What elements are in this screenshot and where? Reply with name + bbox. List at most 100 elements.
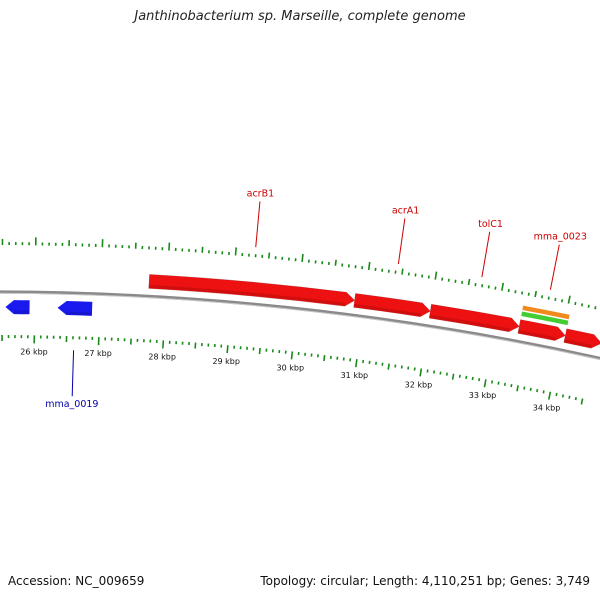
topology-label: Topology: <box>260 574 317 588</box>
gene-label-leader <box>481 231 491 278</box>
outer-tick <box>567 295 571 304</box>
scale-tick-label: 34 kbp <box>533 403 561 412</box>
gene-shading <box>429 314 510 332</box>
gene-label: acrA1 <box>392 205 420 216</box>
gene-label-leader <box>255 201 261 248</box>
inner-tick <box>555 392 558 397</box>
inner-tick <box>503 382 507 386</box>
inner-tick <box>323 355 326 362</box>
outer-tick <box>487 285 490 289</box>
genome-backbone <box>0 290 600 361</box>
outer-tick <box>501 282 505 291</box>
gene-arrow <box>5 300 30 315</box>
inner-tick <box>290 351 294 360</box>
inner-tick <box>419 368 423 377</box>
inner-tick <box>258 348 261 355</box>
outer-tick <box>507 288 510 293</box>
topology-value: circular <box>320 574 365 588</box>
outer-tick <box>301 253 304 263</box>
gene-label: acrB1 <box>247 188 275 199</box>
inner-tick <box>516 385 519 392</box>
inner-tick <box>483 379 487 388</box>
gene-arrow <box>517 319 566 341</box>
outer-tick <box>434 271 438 280</box>
genes-count: 3,749 <box>555 574 590 588</box>
inner-tick <box>523 386 526 390</box>
outer-tick <box>521 291 524 295</box>
gene-label: tolC1 <box>478 219 503 230</box>
backbone-line <box>0 290 600 360</box>
feature-track <box>521 305 570 326</box>
backbone-highlight <box>0 292 600 361</box>
gene-arrow <box>148 274 356 307</box>
outer-tick <box>554 297 557 302</box>
outer-tick <box>467 278 471 286</box>
scale-tick-label: 29 kbp <box>212 357 240 366</box>
gene-shading <box>353 303 421 317</box>
inner-tick <box>510 383 513 388</box>
gene-shading <box>148 284 346 306</box>
gene-arrow <box>57 301 93 316</box>
accession-info: Accession: NC_009659 <box>8 574 144 588</box>
inner-tick <box>355 359 358 368</box>
outer-tick <box>574 301 577 306</box>
inner-tick <box>478 378 481 382</box>
gene-label-leader <box>71 350 75 397</box>
inner-tick <box>471 376 474 381</box>
scale-tick-label: 26 kbp <box>20 347 48 356</box>
inner-tick <box>574 396 577 401</box>
outer-tick <box>514 290 517 294</box>
inner-tick <box>458 374 461 378</box>
gene-arrow <box>563 328 600 349</box>
feature-band <box>522 305 570 320</box>
outer-tick <box>401 268 404 275</box>
outer-tick <box>527 292 530 296</box>
length-label: Length: <box>372 574 419 588</box>
inner-tick <box>568 395 571 399</box>
scale-tick-label: 32 kbp <box>405 380 433 389</box>
outer-tick <box>267 252 271 259</box>
gene-shading <box>66 311 92 316</box>
outer-tick <box>580 303 584 307</box>
inner-tick <box>497 381 500 385</box>
scale-tick-label: 30 kbp <box>277 363 305 372</box>
gene-label: mma_0019 <box>45 399 98 410</box>
gene-arrow <box>353 293 431 318</box>
outer-tick <box>481 284 484 288</box>
inner-tick <box>387 363 390 370</box>
inner-tick <box>451 373 455 380</box>
outer-tick <box>534 290 538 298</box>
feature-band <box>521 311 569 326</box>
inner-tick <box>561 394 565 398</box>
genes-label: Genes: <box>509 574 552 588</box>
outer-tick <box>547 296 550 300</box>
outer-tick <box>594 306 597 310</box>
inner-tick <box>542 390 545 394</box>
outer-tick <box>367 261 371 271</box>
inner-tick <box>580 398 584 405</box>
outer-tick <box>494 286 497 290</box>
inner-tick <box>490 380 494 384</box>
accession-label: Accession: <box>8 574 72 588</box>
length-value: 4,110,251 bp <box>421 574 502 588</box>
gene-track <box>5 274 600 349</box>
gene-label-layer: mma_0019 acrB1 acrA1 tolC1 mma_0023 <box>45 188 587 410</box>
outer-tick <box>474 283 477 287</box>
outer-tick-track <box>1 237 597 310</box>
gene-shading <box>518 329 556 341</box>
inner-tick <box>529 387 532 391</box>
scale-tick-label: 33 kbp <box>469 391 497 400</box>
page-title: Janthinobacterium sp. Marseille, complet… <box>134 9 466 24</box>
scale-tick-label: 27 kbp <box>84 349 112 358</box>
inner-tick <box>465 375 468 380</box>
outer-tick <box>234 247 237 256</box>
inner-tick <box>226 345 229 354</box>
gene-arrow <box>428 303 520 333</box>
outer-tick <box>587 304 590 308</box>
gene-label: mma_0023 <box>534 232 587 243</box>
inner-tick-track <box>1 335 584 405</box>
scale-tick-label: 28 kbp <box>148 352 176 361</box>
inner-tick <box>547 391 552 400</box>
scale-tick-label: 31 kbp <box>341 371 369 380</box>
